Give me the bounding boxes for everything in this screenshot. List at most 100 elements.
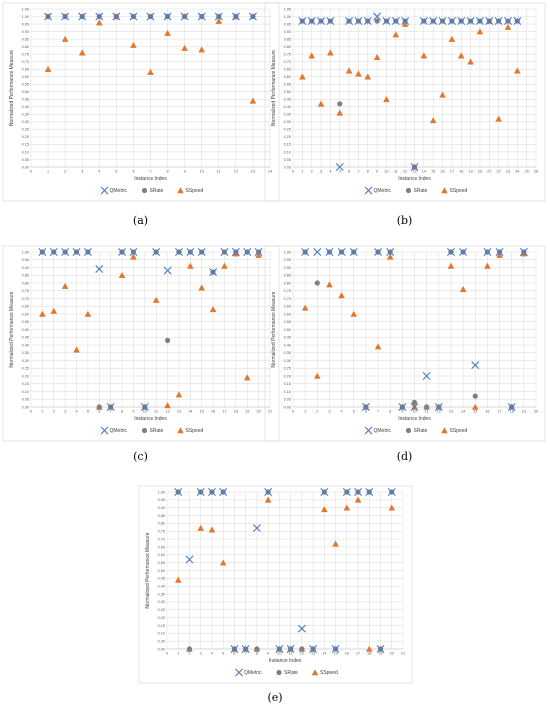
point-qmetric	[345, 17, 354, 26]
point-qmetric	[219, 488, 228, 496]
point-qmetric	[186, 248, 195, 256]
point-sspeed	[343, 504, 351, 511]
y-tick-label: 0.15	[22, 382, 29, 386]
y-tick-label: 0.90	[284, 266, 291, 270]
y-tick-label: 0.40	[284, 343, 291, 347]
point-qmetric	[419, 17, 428, 26]
y-tick-label: 0.95	[22, 258, 29, 262]
y-tick-label: 0.50	[284, 90, 291, 94]
x-tick-label: 15	[333, 652, 337, 656]
point-sspeed	[383, 95, 390, 103]
point-qmetric	[241, 645, 250, 653]
x-tick-label: 3	[200, 652, 202, 656]
y-tick-label: 0.10	[284, 390, 291, 394]
y-tick-label: 0.10	[284, 150, 291, 154]
point-sspeed	[152, 296, 160, 303]
point-sspeed	[130, 253, 137, 260]
y-tick-label: 0.40	[284, 105, 291, 109]
point-qmetric	[118, 248, 127, 256]
y-tick-label: 0.75	[284, 289, 291, 293]
point-srate	[337, 101, 343, 107]
point-qmetric	[401, 17, 410, 26]
point-sspeed	[495, 115, 502, 122]
legend-label-srate: SRate	[414, 188, 428, 194]
point-qmetric	[373, 12, 382, 21]
x-tick-label: 24	[515, 170, 519, 174]
point-sspeed	[345, 67, 353, 74]
point-qmetric	[220, 248, 229, 256]
y-tick-label: 0.80	[22, 45, 29, 49]
point-qmetric	[298, 17, 307, 26]
x-tick-label: 19	[378, 652, 382, 656]
x-tick-label: 6	[233, 652, 235, 656]
x-tick-label: 9	[267, 652, 269, 656]
panel-border	[138, 485, 413, 684]
point-qmetric	[387, 488, 396, 496]
x-tick-label: 21	[487, 170, 491, 174]
point-sspeed	[332, 540, 339, 547]
y-tick-label: 0.55	[22, 83, 29, 87]
y-tick-label: 0.80	[284, 45, 291, 49]
legend-marker-qmetric	[100, 186, 109, 195]
legend-label-qmetric: QMetric	[110, 428, 128, 434]
point-qmetric	[44, 12, 53, 21]
point-qmetric	[485, 17, 494, 26]
x-tick-label: 14	[422, 170, 426, 174]
legend-marker-qmetric	[100, 426, 109, 435]
legend-marker-srate	[141, 187, 148, 194]
x-tick-label: 9	[376, 170, 378, 174]
legend-label-srate: SRate	[414, 428, 428, 434]
x-tick-label: 9	[132, 410, 134, 414]
x-tick-label: 8	[167, 170, 169, 174]
point-sspeed	[504, 23, 512, 30]
point-sspeed	[181, 44, 188, 51]
x-tick-label: 21	[268, 410, 272, 414]
x-tick-label: 20	[390, 652, 394, 656]
x-tick-label: 13	[412, 170, 416, 174]
point-sspeed	[326, 281, 333, 288]
legend-marker-sspeed	[441, 187, 448, 194]
panel-caption: (e)	[267, 691, 282, 704]
point-qmetric	[174, 248, 183, 256]
legend-label-sspeed: SSpeed	[450, 188, 468, 194]
x-tick-label: 14	[268, 170, 272, 174]
point-qmetric	[363, 17, 372, 26]
point-sspeed	[429, 117, 437, 124]
point-srate	[186, 646, 193, 652]
point-qmetric	[252, 524, 261, 533]
y-axis-title: Normalized Performance Measure	[145, 532, 151, 608]
point-qmetric	[382, 17, 391, 26]
legend-marker-qmetric	[235, 668, 243, 677]
point-sspeed	[355, 70, 362, 77]
y-tick-label: 0.95	[284, 22, 291, 26]
x-axis-title: Instance Index	[398, 176, 431, 182]
x-axis-title: Instance Index	[134, 176, 167, 182]
y-tick-label: 0.20	[284, 374, 291, 378]
y-tick-label: 0.95	[22, 22, 29, 26]
x-tick-label: 15	[200, 410, 204, 414]
y-tick-label: 0.45	[284, 98, 291, 102]
point-qmetric	[78, 12, 87, 21]
point-qmetric	[140, 403, 149, 411]
point-qmetric	[61, 12, 70, 21]
point-sspeed	[350, 310, 358, 317]
point-qmetric	[129, 248, 138, 256]
point-sspeed	[61, 282, 69, 289]
legend-label-sspeed: SSpeed	[450, 428, 468, 434]
y-tick-label: 0.90	[284, 30, 291, 34]
x-tick-label: 16	[440, 170, 444, 174]
panel-caption: (d)	[397, 450, 413, 463]
x-tick-label: 5	[87, 410, 89, 414]
panel-caption: (a)	[133, 214, 148, 227]
x-tick-label: 7	[149, 170, 151, 174]
x-tick-label: 16	[345, 652, 349, 656]
x-axis-title: Instance Index	[134, 416, 167, 422]
point-sspeed	[336, 109, 344, 116]
point-sspeed	[447, 262, 455, 269]
x-tick-label: 3	[64, 410, 66, 414]
point-qmetric	[146, 12, 155, 21]
point-srate	[424, 404, 430, 410]
y-tick-label: 0.35	[22, 113, 29, 117]
point-qmetric	[129, 12, 138, 21]
x-tick-label: 2	[188, 652, 190, 656]
